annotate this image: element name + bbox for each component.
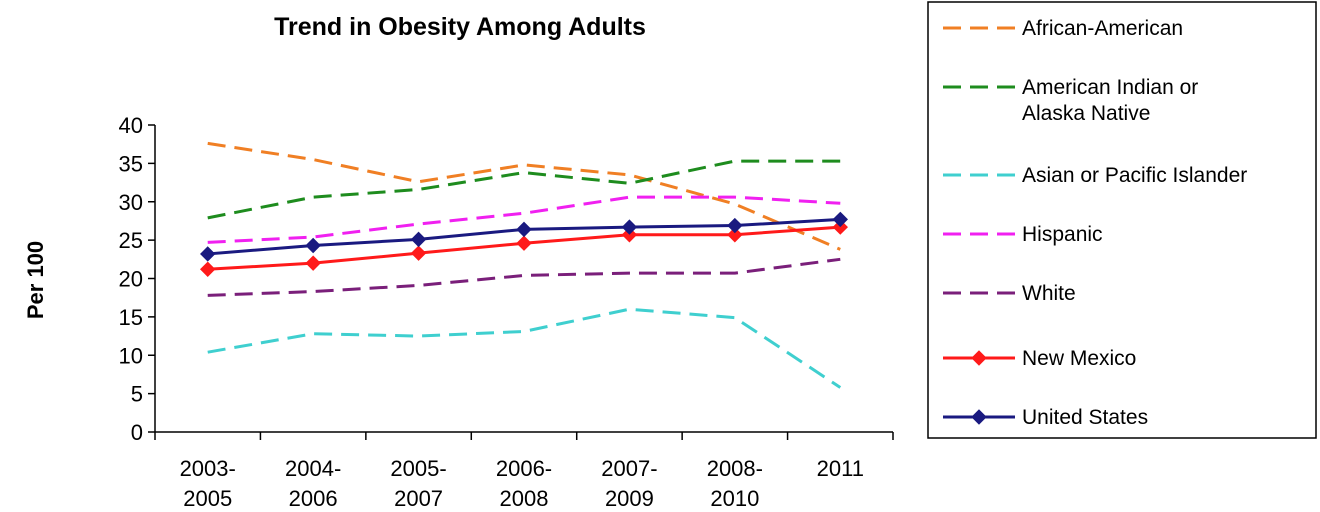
series-group bbox=[207, 195, 841, 244]
legend-label: Asian or Pacific Islander bbox=[1022, 164, 1247, 187]
series-line bbox=[207, 307, 842, 389]
legend: African-American American Indian or Alaska… bbox=[927, 1, 1317, 439]
data-point-marker bbox=[200, 261, 216, 277]
data-point-marker bbox=[832, 211, 848, 228]
data-point-marker bbox=[621, 219, 638, 235]
y-tick-label: 40 bbox=[119, 113, 143, 138]
series-group bbox=[207, 307, 842, 389]
legend-entry: Asian or Pacific Islander bbox=[943, 164, 1247, 187]
y-tick-label: 25 bbox=[119, 228, 143, 253]
x-tick-label: 2006 bbox=[289, 486, 338, 511]
data-point-marker bbox=[305, 237, 321, 254]
y-tick-label: 15 bbox=[119, 305, 143, 330]
data-point-marker bbox=[410, 245, 427, 261]
x-tick-label: 2010 bbox=[710, 486, 759, 511]
data-point-marker bbox=[200, 246, 216, 262]
x-tick-label: 2003- bbox=[180, 456, 236, 481]
legend-label: Hispanic bbox=[1022, 223, 1103, 246]
x-tick-label: 2005 bbox=[183, 486, 232, 511]
x-tick-label: 2006- bbox=[496, 456, 552, 481]
legend-entry: White bbox=[943, 282, 1076, 305]
y-tick-label: 35 bbox=[119, 151, 143, 176]
legend-label: United States bbox=[1022, 406, 1148, 429]
y-tick-label: 20 bbox=[119, 267, 143, 292]
y-tick-label: 5 bbox=[131, 382, 143, 407]
data-point-marker bbox=[305, 255, 321, 271]
y-axis-label: Per 100 bbox=[23, 241, 48, 319]
data-point-marker bbox=[727, 217, 743, 234]
x-tick-label: 2007- bbox=[601, 456, 657, 481]
x-tick-label: 2005- bbox=[390, 456, 446, 481]
series-group bbox=[200, 219, 848, 277]
series-layer bbox=[200, 141, 848, 389]
legend-box bbox=[927, 1, 1317, 439]
x-tick-label: 2011 bbox=[817, 456, 864, 481]
series-line bbox=[207, 195, 841, 244]
legend-label: White bbox=[1022, 282, 1076, 305]
legend-label: African-American bbox=[1022, 17, 1183, 40]
y-tick-label: 0 bbox=[131, 420, 143, 445]
data-point-marker bbox=[727, 227, 743, 243]
x-tick-label: 2008 bbox=[500, 486, 549, 511]
data-point-marker bbox=[971, 409, 987, 425]
x-tick-label: 2007 bbox=[394, 486, 443, 511]
legend-label: New Mexico bbox=[1022, 347, 1136, 370]
x-tick-label: 2008- bbox=[707, 456, 763, 481]
x-tick-label: 2009 bbox=[605, 486, 654, 511]
legend-label: Alaska Native bbox=[1022, 102, 1150, 125]
legend-entry: American Indian or Alaska Native bbox=[943, 76, 1198, 125]
y-tick-label: 30 bbox=[119, 190, 143, 215]
y-tick-label: 10 bbox=[119, 343, 143, 368]
legend-label: American Indian or bbox=[1022, 76, 1198, 99]
chart-title: Trend in Obesity Among Adults bbox=[274, 13, 646, 41]
data-point-marker bbox=[516, 221, 532, 238]
legend-entry: United States bbox=[943, 406, 1148, 429]
data-point-marker bbox=[971, 350, 987, 366]
series-group bbox=[200, 211, 848, 262]
axes: 0 5 10 15 20 25 30 35 40 2003- 2005 2004- 2006 2005- 2… bbox=[119, 113, 894, 511]
series-line bbox=[207, 257, 841, 297]
legend-entry: African-American bbox=[943, 17, 1183, 40]
legend-entry: Hispanic bbox=[943, 223, 1103, 246]
data-point-marker bbox=[410, 231, 427, 248]
series-group bbox=[207, 257, 841, 297]
legend-entry: New Mexico bbox=[943, 347, 1136, 370]
x-tick-label: 2004- bbox=[285, 456, 341, 481]
data-point-marker bbox=[516, 235, 532, 251]
